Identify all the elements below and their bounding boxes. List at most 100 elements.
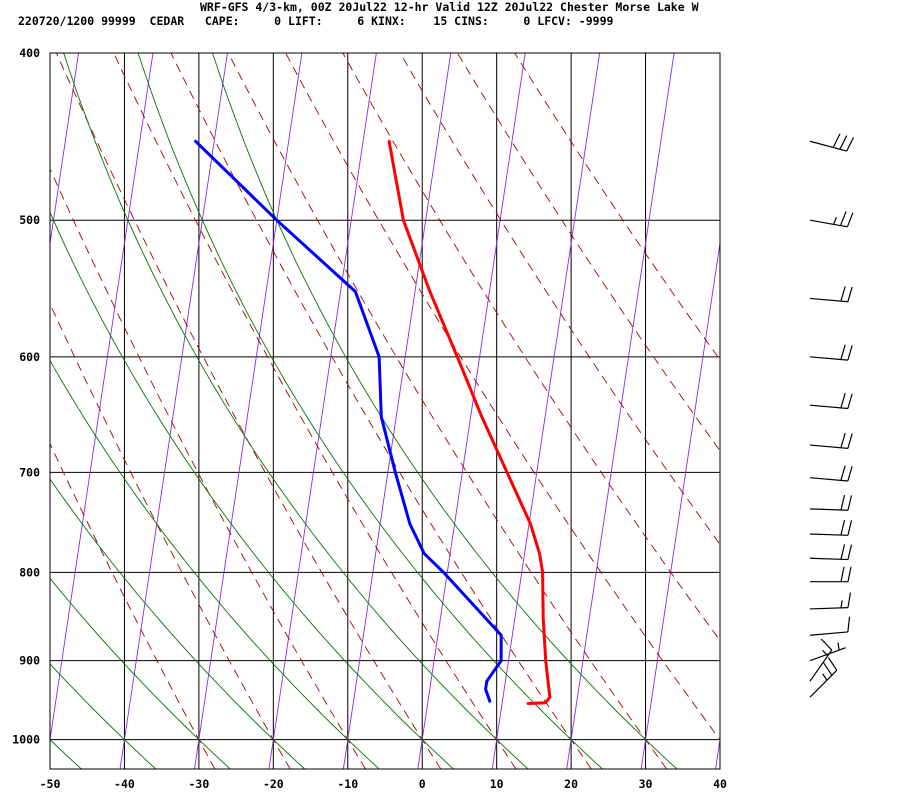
wind-barb (809, 465, 853, 482)
moist-line (0, 53, 7, 769)
moist-line (50, 663, 157, 769)
barb-feather (820, 638, 833, 651)
temperature-trace (387, 139, 552, 705)
x-tick-label: -50 (40, 777, 61, 791)
barb-feather (847, 520, 853, 536)
wind-barb (809, 544, 853, 561)
barb-feather (822, 662, 833, 676)
moist-line (50, 359, 380, 769)
wind-barb (809, 393, 853, 410)
barb-feather (840, 393, 846, 409)
dry-adiabat (342, 53, 720, 642)
barb-feather (840, 494, 846, 511)
barb-feather (847, 495, 853, 511)
y-tick-label: 900 (19, 654, 40, 668)
skewed-isotherm (342, 53, 452, 769)
dry-adiabat (50, 167, 366, 769)
wind-barb (809, 592, 852, 610)
moist-line (50, 738, 82, 769)
y-tick-label: 800 (19, 565, 40, 579)
skewed-isotherm (640, 240, 720, 769)
dry-adiabat (113, 53, 517, 769)
barb-feather (839, 211, 847, 226)
wind-barb (809, 211, 854, 228)
x-tick-label: 20 (564, 777, 578, 791)
skewed-isotherm (50, 53, 154, 743)
x-tick-label: -40 (114, 777, 135, 791)
barb-staff (809, 356, 848, 361)
skewed-isotherm (417, 53, 526, 769)
sounding-traces (194, 139, 552, 705)
barb-feather (840, 465, 846, 481)
barb-staff (809, 444, 848, 449)
dewpoint-trace (194, 139, 503, 703)
y-tick-label: 1000 (12, 733, 40, 747)
dry-adiabat (50, 302, 291, 769)
dry-adiabat (50, 442, 216, 769)
dry-adiabat (55, 53, 442, 769)
wind-barb (809, 642, 846, 662)
dry-adiabat (227, 53, 667, 769)
wind-barb (809, 344, 853, 361)
dry-adiabat (170, 53, 592, 769)
x-tick-label: 10 (490, 777, 504, 791)
barb-staff (809, 477, 848, 482)
y-tick-label: 600 (19, 350, 40, 364)
y-tick-labels: 400 500 600 700 800 900 1000 (12, 46, 40, 747)
barb-feather (847, 286, 853, 302)
pressure-temperature-grid (49, 52, 721, 769)
moist-line (212, 53, 678, 769)
barb-staff (809, 297, 848, 303)
sounding-stats-line: 220720/1200 99999 CEDAR CAPE: 0 LIFT: 6 … (18, 14, 614, 28)
barb-half-feather (837, 642, 840, 651)
y-tick-label: 400 (19, 46, 40, 60)
dry-adiabat (514, 53, 720, 361)
wind-barbs-column (809, 133, 855, 698)
barb-staff (809, 219, 848, 228)
chart-title: WRF-GFS 4/3-km, 00Z 20Jul22 12-hr Valid … (200, 0, 699, 14)
barb-feather (847, 616, 851, 633)
moist-line (50, 211, 454, 769)
barb-feather (840, 432, 846, 448)
barb-staff (809, 140, 847, 152)
barb-feather (847, 393, 853, 409)
barb-feather (847, 592, 852, 608)
x-tick-label: -20 (263, 777, 284, 791)
barb-feather (840, 520, 846, 536)
barb-feather (840, 566, 845, 582)
barb-feather (840, 286, 846, 302)
x-tick-label: 30 (639, 777, 653, 791)
moist-line (63, 53, 529, 769)
wind-barb (809, 432, 853, 449)
barb-feather (840, 544, 846, 560)
wind-barb (809, 286, 853, 303)
dry-adiabat (285, 53, 720, 741)
skewed-isotherm (50, 53, 79, 247)
barb-feather (847, 466, 853, 482)
x-tick-labels: -50 -40 -30 -20 -10 0 10 20 30 40 (40, 777, 727, 791)
barb-staff (809, 649, 833, 682)
barb-staff (809, 508, 848, 511)
barb-feather (847, 566, 852, 582)
wind-barb (809, 133, 855, 152)
barb-staff (809, 607, 848, 610)
skewed-isotherm (491, 53, 601, 769)
x-tick-label: -10 (337, 777, 358, 791)
barb-half-feather (822, 673, 828, 681)
moist-line (137, 53, 603, 769)
x-tick-label: 0 (419, 777, 426, 791)
barb-feather (827, 657, 838, 671)
y-tick-label: 700 (19, 465, 40, 479)
moist-line (50, 478, 306, 769)
barb-staff (809, 647, 846, 662)
x-tick-label: -30 (188, 777, 209, 791)
barb-feather (847, 433, 853, 449)
skewed-isotherm (119, 53, 228, 769)
barb-feather (846, 137, 855, 152)
barb-half-feather (833, 217, 837, 225)
dry-adiabat (457, 53, 720, 452)
skewed-isotherm (268, 53, 377, 769)
y-tick-label: 500 (19, 213, 40, 227)
skewed-isotherm (194, 53, 303, 769)
